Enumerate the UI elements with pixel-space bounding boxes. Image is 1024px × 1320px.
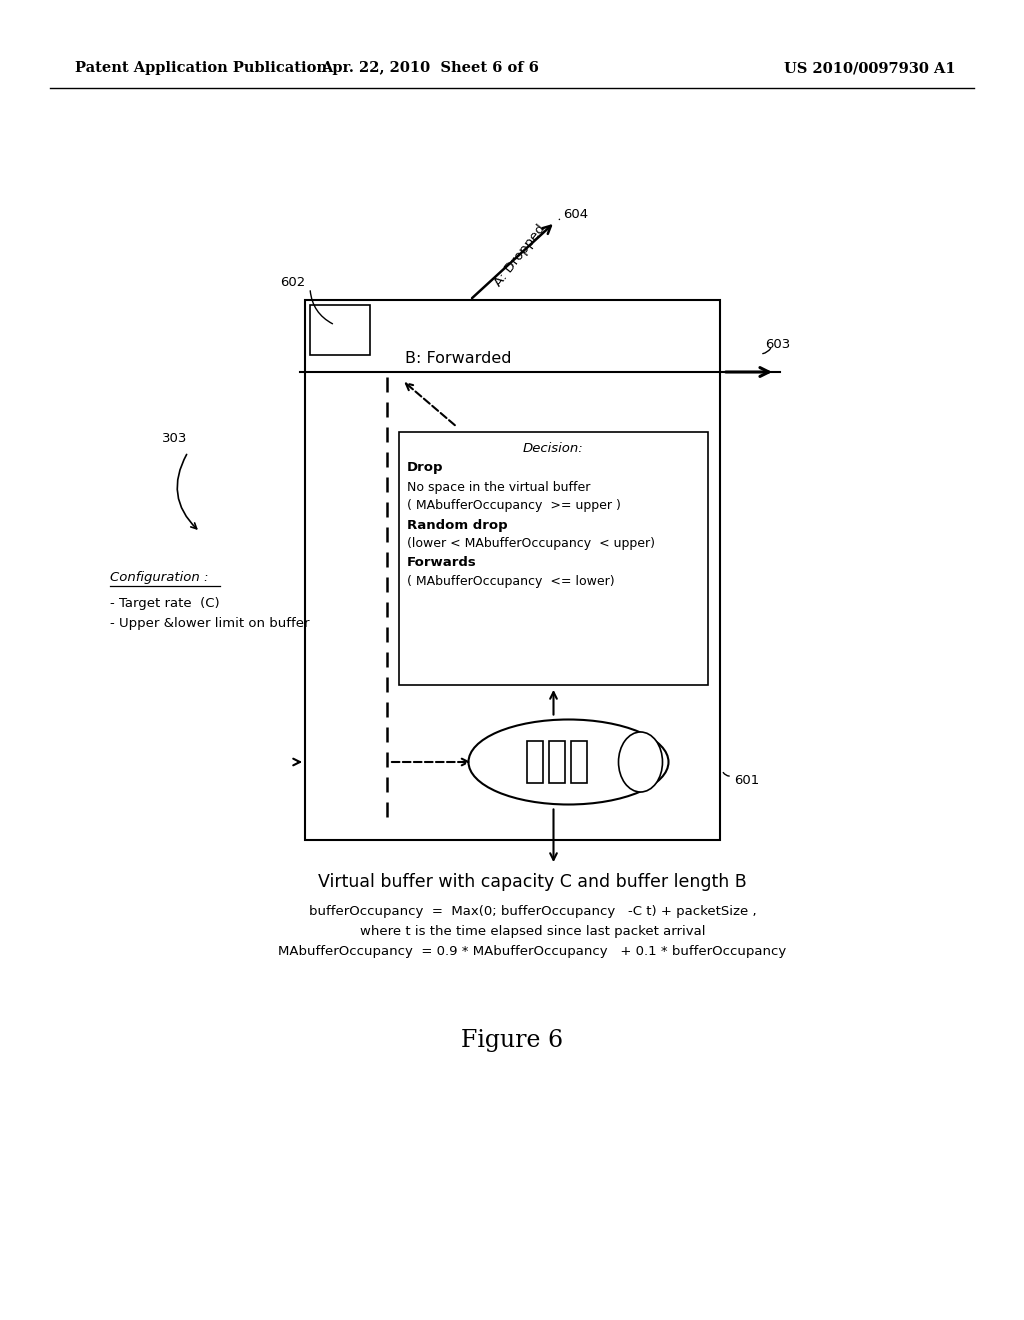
- Text: B: Forwarded: B: Forwarded: [406, 351, 512, 366]
- Text: (lower < MAbufferOccupancy  < upper): (lower < MAbufferOccupancy < upper): [407, 537, 655, 550]
- Ellipse shape: [469, 719, 669, 804]
- Text: Patent Application Publication: Patent Application Publication: [75, 61, 327, 75]
- Text: 303: 303: [163, 432, 187, 445]
- Text: 604: 604: [563, 209, 588, 222]
- Text: ( MAbufferOccupancy  >= upper ): ( MAbufferOccupancy >= upper ): [407, 499, 621, 511]
- Text: No space in the virtual buffer: No space in the virtual buffer: [407, 480, 591, 494]
- Text: MAbufferOccupancy  = 0.9 * MAbufferOccupancy   + 0.1 * bufferOccupancy: MAbufferOccupancy = 0.9 * MAbufferOccupa…: [279, 945, 786, 958]
- Text: Drop: Drop: [407, 462, 443, 474]
- Text: ( MAbufferOccupancy  <= lower): ( MAbufferOccupancy <= lower): [407, 576, 614, 589]
- Bar: [305, 300, 720, 840]
- Text: Virtual buffer with capacity C and buffer length B: Virtual buffer with capacity C and buffe…: [318, 873, 746, 891]
- Bar: [310, 305, 370, 355]
- Text: Decision:: Decision:: [523, 441, 584, 454]
- Text: Apr. 22, 2010  Sheet 6 of 6: Apr. 22, 2010 Sheet 6 of 6: [322, 61, 539, 75]
- Text: - Upper &lower limit on buffer: - Upper &lower limit on buffer: [110, 618, 309, 631]
- Text: Forwards: Forwards: [407, 557, 477, 569]
- Text: - Target rate  (C): - Target rate (C): [110, 598, 219, 610]
- Ellipse shape: [618, 733, 663, 792]
- Text: Figure 6: Figure 6: [461, 1028, 563, 1052]
- Bar: [570, 741, 587, 783]
- Bar: [399, 432, 708, 685]
- Bar: [526, 741, 543, 783]
- Text: bufferOccupancy  =  Max(0; bufferOccupancy   -C t) + packetSize ,: bufferOccupancy = Max(0; bufferOccupancy…: [308, 906, 757, 919]
- Text: 603: 603: [765, 338, 791, 351]
- Text: Random drop: Random drop: [407, 519, 508, 532]
- Text: US 2010/0097930 A1: US 2010/0097930 A1: [784, 61, 955, 75]
- Text: where t is the time elapsed since last packet arrival: where t is the time elapsed since last p…: [359, 925, 706, 939]
- Text: 602: 602: [281, 276, 305, 289]
- Text: A: Dropped: A: Dropped: [492, 223, 548, 289]
- Bar: [549, 741, 564, 783]
- Text: 601: 601: [734, 774, 759, 787]
- Text: Configuration :: Configuration :: [110, 572, 209, 585]
